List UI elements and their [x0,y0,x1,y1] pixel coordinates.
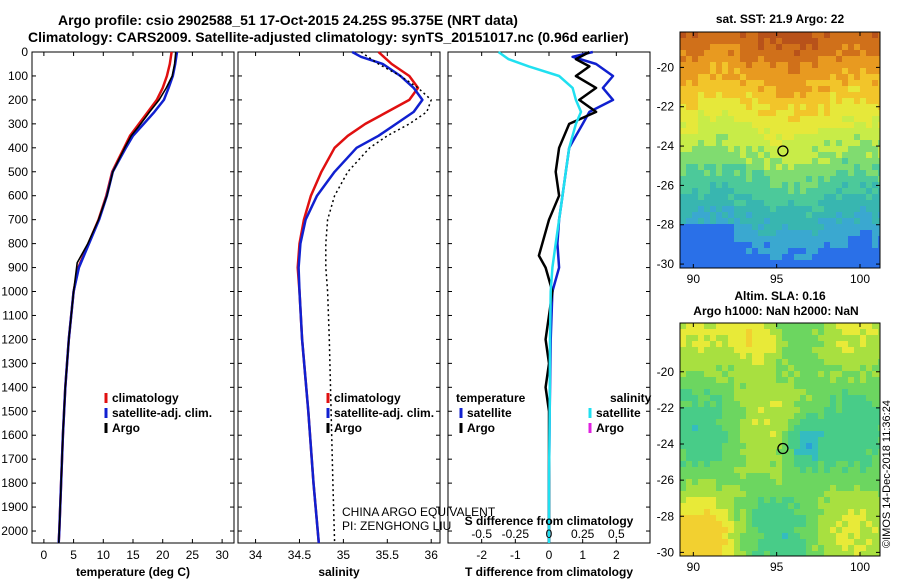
temperature-xtick-label: 10 [97,548,111,562]
map-lat-label: -26 [657,473,675,487]
credit-line-1: CHINA ARGO EQUIVALENT [342,505,496,519]
legend-temp-argo-label: Argo [467,421,495,435]
timestamp-label: ©IMOS 14-Dec-2018 11:36:24 [881,400,893,548]
depth-tick-label: 700 [8,213,28,227]
map-frame-1 [679,322,881,557]
legend-satellite-label: satellite-adj. clim. [112,406,212,420]
map-frame-0 [679,31,881,269]
depth-tick-label: 600 [8,189,28,203]
legend-argo-label: Argo [112,421,140,435]
depth-tick-label: 800 [8,237,28,251]
map-lat-label: -20 [657,365,675,379]
map-lon-label: 95 [770,560,784,574]
difference-xtick-label: 1 [579,548,586,562]
depth-tick-label: 1600 [1,428,28,442]
map-lon-label: 100 [850,560,870,574]
map-lon-label: 100 [850,272,870,286]
depth-tick-label: 1700 [1,452,28,466]
depth-tick-label: 2000 [1,524,28,538]
depth-tick-label: 200 [8,93,28,107]
difference-xtick-label: -2 [476,548,487,562]
map-lat-label: -28 [657,509,675,523]
salinity-xtick-label: 35.5 [376,548,400,562]
salinity-xtick-label: 35 [337,548,351,562]
credit-line-2: PI: ZENGHONG LIU [342,519,452,533]
s-difference-tick-label: -0.25 [502,527,530,541]
depth-tick-label: 1300 [1,356,28,370]
sla-map-title: Altim. SLA: 0.16 [734,289,826,303]
depth-tick-label: 100 [8,69,28,83]
sst-map-title: sat. SST: 21.9 Argo: 22 [716,12,845,26]
map-lon-label: 95 [770,272,784,286]
depth-tick-label: 1500 [1,404,28,418]
temperature-xtick-label: 30 [215,548,229,562]
depth-tick-label: 400 [8,141,28,155]
map-lat-label: -22 [657,401,675,415]
salinity-panel-frame [237,51,441,544]
map-field-1 [680,323,880,556]
legend-climatology-label: climatology [112,391,179,405]
depth-tick-label: 300 [8,117,28,131]
depth-tick-label: 900 [8,261,28,275]
series-line-argo [57,51,177,544]
map-lat-label: -20 [657,60,675,74]
argo-location-marker [777,145,789,157]
temperature-xlabel: temperature (deg C) [76,565,190,579]
salinity-xtick-label: 34 [249,548,263,562]
map-lon-label: 90 [687,560,701,574]
map-lat-label: -30 [657,257,675,271]
map-field-0 [680,32,880,268]
s-difference-tick-label: 0.5 [608,527,625,541]
salinity-xtick-label: 34.5 [288,548,312,562]
difference-xtick-label: 0 [546,548,553,562]
title-line-1: Argo profile: csio 2902588_51 17-Oct-201… [58,12,518,28]
difference-xlabel: T difference from climatology [465,565,633,579]
difference-xtick-label: 2 [613,548,620,562]
map-lat-label: -30 [657,545,675,559]
map-lat-label: -26 [657,178,675,192]
legend-argo-label: Argo [334,421,362,435]
legend-satellite-label: satellite-adj. clim. [334,406,434,420]
s-difference-tick-label: 0 [546,527,553,541]
temperature-xtick-label: 0 [41,548,48,562]
legend-temperature-heading: temperature [456,391,526,405]
depth-tick-label: 1100 [2,308,28,322]
temperature-xtick-label: 15 [126,548,140,562]
depth-tick-label: 500 [8,165,28,179]
series-line-satellite-adj-clim- [297,50,424,544]
argo-location-marker [777,442,789,455]
legend-climatology-label: climatology [334,391,401,405]
map-lat-label: -24 [657,437,675,451]
temperature-xtick-label: 5 [70,548,77,562]
map-lat-label: -24 [657,139,675,153]
map-lat-label: -22 [657,100,675,114]
salinity-xlabel: salinity [318,565,360,579]
depth-tick-label: 1400 [1,380,28,394]
s-difference-label: S difference from climatology [465,514,634,528]
series-line-salinity-satellite [497,50,583,543]
s-difference-tick-label: -0.5 [471,527,492,541]
map-lon-label: 90 [687,272,701,286]
difference-xtick-label: -1 [510,548,521,562]
temperature-xtick-label: 20 [156,548,170,562]
depth-tick-label: 1200 [1,332,28,346]
depth-tick-label: 0 [21,45,28,59]
legend-sal-satellite-label: satellite [596,406,641,420]
sla-map-subtitle: Argo h1000: NaN h2000: NaN [693,304,858,318]
title-line-2: Climatology: CARS2009. Satellite-adjuste… [28,29,629,45]
legend-sal-argo-label: Argo [596,421,624,435]
s-difference-tick-label: 0.25 [571,527,595,541]
depth-tick-label: 1800 [1,476,28,490]
legend-temp-satellite-label: satellite [467,406,512,420]
temperature-xtick-label: 25 [186,548,200,562]
salinity-xtick-label: 36 [425,548,439,562]
depth-tick-label: 1900 [1,500,28,514]
legend-salinity-heading: salinity [610,391,652,405]
map-lat-label: -28 [657,218,675,232]
series-line-argo [325,51,432,544]
depth-tick-label: 1000 [1,285,28,299]
series-line-temperature-argo [537,50,598,543]
